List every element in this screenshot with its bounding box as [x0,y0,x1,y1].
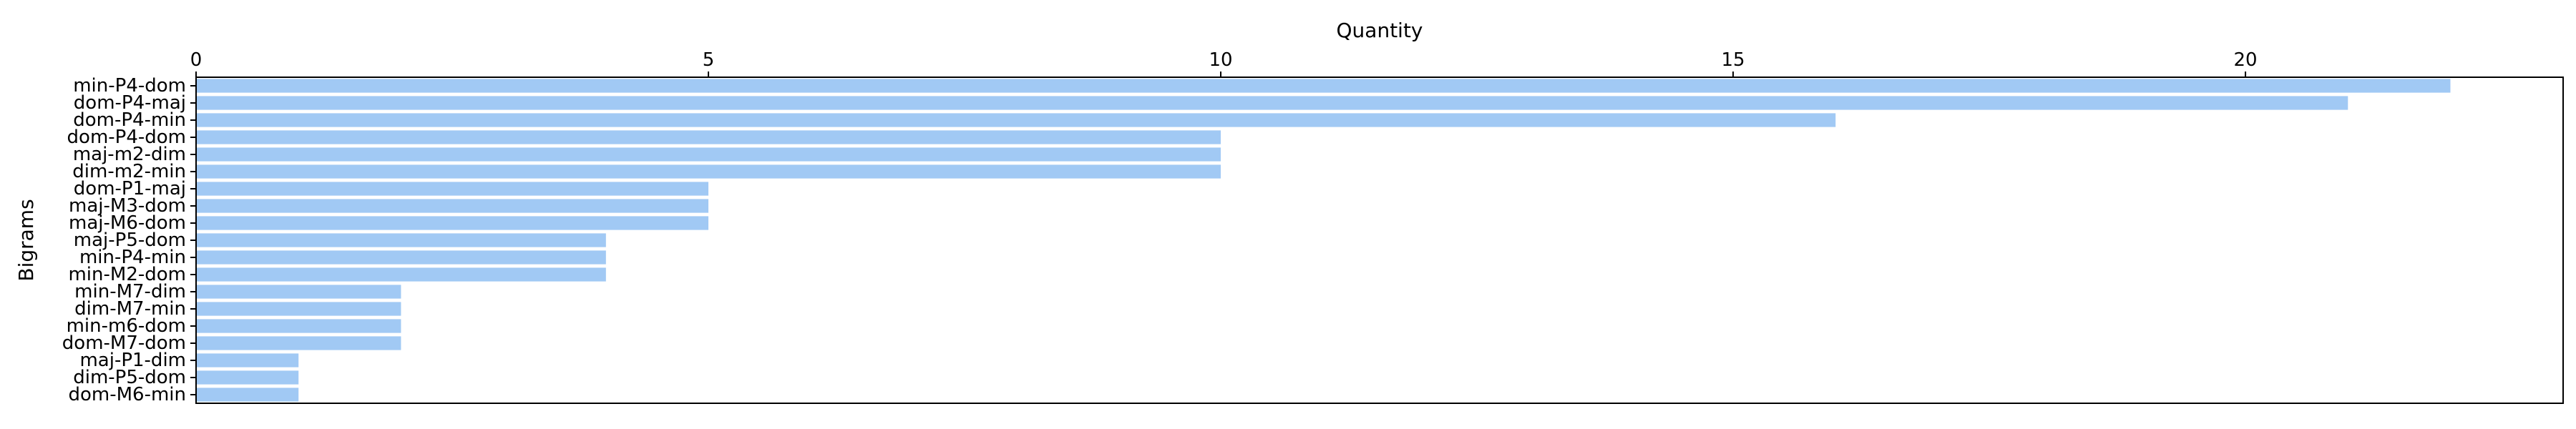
bar-min-m6-dom [196,319,401,333]
x-tick-label: 20 [2234,49,2258,71]
y-tick-label: dom-M7-dom [62,332,186,354]
y-tick-label: min-P4-min [79,247,186,268]
bar-dom-P1-maj [196,182,709,196]
y-tick-label: min-m6-dom [67,315,186,337]
bar-min-M7-dim [196,285,401,299]
bar-maj-P5-dom [196,233,606,247]
y-tick-label: maj-m2-dim [73,144,186,165]
bar-min-P4-min [196,250,606,265]
bar-min-P4-dom [196,79,2451,93]
x-tick-label: 15 [1722,49,1745,71]
y-tick-label: dim-M7-min [74,298,186,320]
bar-maj-P1-dim [196,353,299,368]
bar-min-M2-dom [196,267,606,282]
bar-dom-P4-maj [196,96,2348,110]
x-tick-label: 0 [190,49,203,71]
y-tick-label: dim-m2-min [72,161,186,182]
y-tick-label: dom-P4-min [73,109,186,131]
bars-layer [196,79,2451,402]
y-tick-label: min-M7-dim [74,281,186,302]
y-tick-label: dom-M6-min [68,384,186,405]
y-tick-label: dom-P4-dom [67,127,186,148]
bar-dim-M7-min [196,302,401,316]
bar-dom-M7-dom [196,336,401,350]
bar-maj-M6-dom [196,216,709,230]
y-tick-label: maj-P5-dom [74,230,186,251]
y-tick-label: dom-P4-maj [74,92,186,114]
y-tick-label: dom-P1-maj [74,178,186,199]
y-tick-label: maj-M6-dom [69,212,186,234]
x-ticks-layer: 0 5 10 15 20 [190,49,2258,77]
y-tick-label: maj-P1-dim [79,350,186,371]
bar-dim-m2-min [196,164,1221,179]
bar-dom-P4-min [196,113,1836,127]
x-axis-label: Quantity [1337,19,1423,42]
y-tick-label: min-M2-dom [68,264,186,285]
bar-maj-M3-dom [196,199,709,213]
x-tick-label: 10 [1209,49,1232,71]
y-tick-label: dim-P5-dom [73,367,186,388]
y-tick-label: min-P4-dom [73,75,186,97]
bar-dom-M6-min [196,388,299,402]
bar-maj-m2-dim [196,147,1221,162]
x-tick-label: 5 [703,49,715,71]
y-ticks-layer: min-P4-domdom-P4-majdom-P4-mindom-P4-dom… [62,75,196,405]
bar-dom-P4-dom [196,130,1221,144]
y-axis-label: Bigrams [14,199,38,281]
y-tick-label: maj-M3-dom [69,195,186,217]
bar-dim-P5-dom [196,370,299,385]
